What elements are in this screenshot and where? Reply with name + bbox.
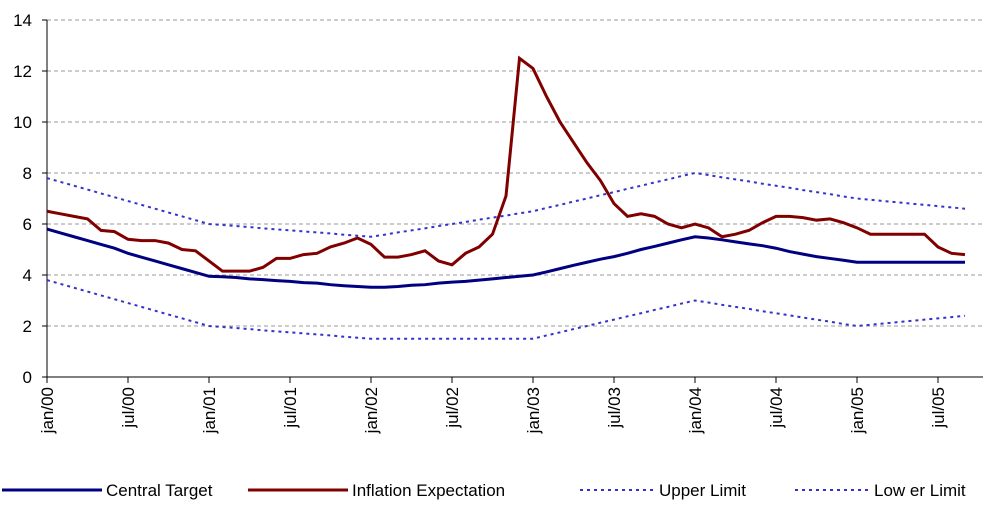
x-tick-label: jul/01 (281, 387, 300, 429)
y-tick-label: 8 (23, 164, 32, 183)
y-tick-label: 2 (23, 317, 32, 336)
x-tick-label: jan/05 (848, 387, 867, 434)
y-tick-label: 0 (23, 368, 32, 387)
legend-label: Low er Limit (874, 481, 966, 500)
series-line (46, 227, 965, 289)
y-tick-label: 4 (23, 266, 32, 285)
x-tick-label: jan/01 (200, 387, 219, 434)
x-tick-label: jan/02 (362, 387, 381, 434)
x-tick-label: jul/04 (767, 387, 786, 429)
legend-label: Central Target (106, 481, 213, 500)
x-tick-label: jul/03 (605, 387, 624, 429)
y-tick-label: 6 (23, 215, 32, 234)
legend-label: Inflation Expectation (352, 481, 505, 500)
y-tick-label: 12 (13, 62, 32, 81)
y-tick-label: 10 (13, 113, 32, 132)
series-line (46, 171, 966, 238)
legend-label: Upper Limit (659, 481, 746, 500)
y-tick-label: 14 (13, 11, 32, 30)
series-line (46, 55, 966, 273)
x-tick-label: jan/00 (38, 387, 57, 434)
x-tick-label: jul/02 (443, 387, 462, 429)
x-tick-label: jan/03 (524, 387, 543, 434)
x-tick-label: jul/05 (929, 387, 948, 429)
series-line (46, 279, 966, 340)
x-tick-label: jan/04 (686, 387, 705, 434)
x-tick-label: jul/00 (119, 387, 138, 429)
